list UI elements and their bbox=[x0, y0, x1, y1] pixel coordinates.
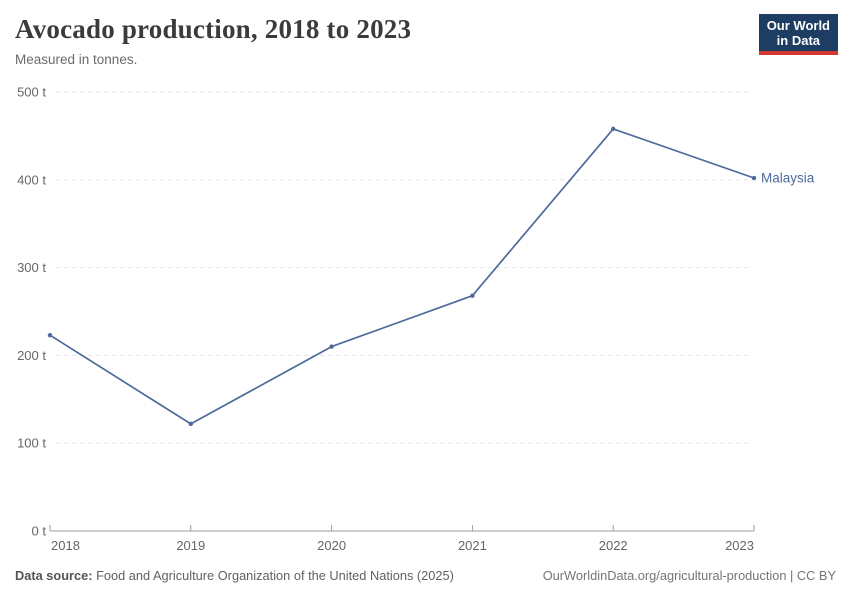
x-tick-label-2018: 2018 bbox=[51, 538, 80, 553]
owid-logo-line2: in Data bbox=[776, 33, 821, 48]
series-line-malaysia bbox=[49, 128, 755, 425]
credit-link[interactable]: OurWorldinData.org/agricultural-producti… bbox=[542, 568, 836, 583]
entity-label-malaysia: Malaysia bbox=[761, 171, 815, 186]
owid-logo[interactable]: Our World in Data bbox=[758, 14, 838, 55]
y-tick-label-100: 100 t bbox=[17, 436, 46, 451]
chart-title: Avocado production, 2018 to 2023 bbox=[15, 14, 412, 44]
x-tick-label-2020: 2020 bbox=[317, 538, 346, 553]
data-source-text: Food and Agriculture Organization of the… bbox=[92, 568, 454, 583]
data-point-malaysia-2020 bbox=[329, 344, 334, 349]
data-point-malaysia-2023 bbox=[751, 175, 757, 181]
x-tick-label-2019: 2019 bbox=[176, 538, 205, 553]
y-tick-label-0: 0 t bbox=[32, 524, 47, 539]
x-tick-label-2022: 2022 bbox=[599, 538, 628, 553]
y-tick-label-300: 300 t bbox=[17, 260, 46, 275]
y-tick-label-400: 400 t bbox=[17, 172, 46, 187]
y-tick-label-200: 200 t bbox=[17, 348, 46, 363]
data-point-malaysia-2022 bbox=[611, 126, 616, 132]
y-tick-label-500: 500 t bbox=[17, 85, 46, 100]
owid-logo-line1: Our World bbox=[766, 18, 830, 33]
x-tick-label-2023: 2023 bbox=[725, 538, 754, 553]
data-point-malaysia-2019 bbox=[188, 421, 193, 427]
chart-subtitle: Measured in tonnes. bbox=[15, 52, 138, 67]
x-tick-label-2021: 2021 bbox=[458, 538, 487, 553]
data-source-label: Data source: bbox=[15, 568, 93, 583]
data-point-malaysia-2021 bbox=[470, 293, 475, 298]
data-source-note: Data source: Food and Agriculture Organi… bbox=[15, 568, 454, 583]
data-point-malaysia-2018 bbox=[47, 333, 53, 338]
